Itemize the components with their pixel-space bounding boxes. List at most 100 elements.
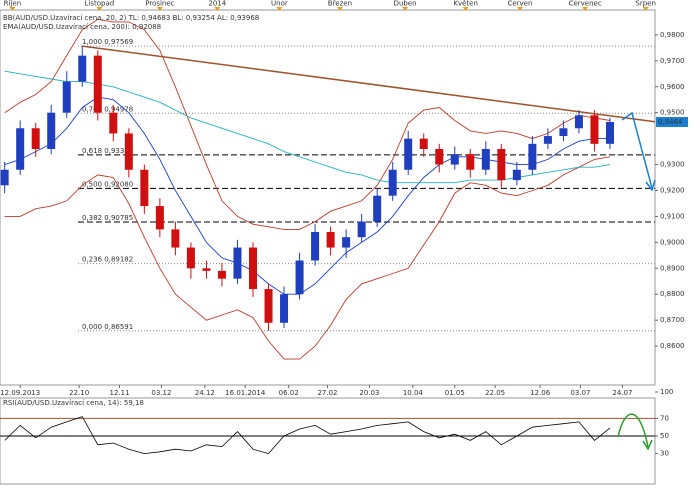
candle-body <box>404 138 413 170</box>
x-tick-label: 03.07 <box>570 389 590 397</box>
candle-body <box>264 289 273 323</box>
y-tick-label: 0,9600 <box>660 83 685 91</box>
y-tick-label: 0,9800 <box>660 31 685 39</box>
candle-body <box>481 149 490 170</box>
x-tick-label: 06.02 <box>279 389 299 397</box>
y-tick-label: 0,8900 <box>660 264 685 272</box>
x-tick-label: 16.01.2014 <box>225 389 266 397</box>
forecast-arrowhead <box>645 179 656 192</box>
candle-body <box>435 149 444 165</box>
legend-entry: EMA(AUD/USD.Uzavírací cena, 200): 0,9208… <box>3 23 161 31</box>
candle-body <box>280 294 289 323</box>
y-tick-label: 0,9100 <box>660 212 685 220</box>
indicator-line <box>4 156 611 360</box>
month-marker <box>516 7 523 11</box>
price-panel <box>0 9 656 386</box>
x-tick-label: 27.02 <box>317 389 337 397</box>
month-label: Únor <box>271 0 288 8</box>
month-label: Duben <box>394 0 417 8</box>
indicator-line <box>4 70 611 184</box>
fib-label: 1,000 0,97569 <box>82 38 133 46</box>
x-tick-label: 24.12 <box>195 389 215 397</box>
candle-body <box>559 128 568 137</box>
rsi-title: RSI(AUD/USD.Uzavírací cena, 14): 59,18 <box>3 399 144 407</box>
candle-body <box>543 136 552 144</box>
candle-body <box>171 229 180 248</box>
indicator-line <box>4 18 611 230</box>
month-marker <box>96 7 103 11</box>
month-label: Srpen <box>635 0 656 8</box>
candle-body <box>0 169 9 186</box>
x-tick-label: 20.03 <box>359 389 379 397</box>
candle-body <box>311 231 320 261</box>
x-tick-label: 01.05 <box>445 389 465 397</box>
x-tick-label: 22.05 <box>485 389 505 397</box>
rsi-forecast-arrowhead <box>642 439 653 451</box>
month-marker <box>276 7 283 11</box>
x-tick-label: 22.10 <box>69 389 89 397</box>
candle-body <box>16 128 25 170</box>
fib-label: 0,382 0,90785 <box>82 214 133 222</box>
rsi-line <box>4 416 611 455</box>
plot-layer: 0,9800 0,9700 0,9600 0,9500 0,9300 0,9200 0,91… <box>0 0 688 458</box>
candle-body <box>217 270 226 279</box>
month-label: Červen <box>507 0 532 8</box>
candle-body <box>124 133 133 170</box>
legend-entry: BB(AUD/USD.Uzavírací cena, 20, 2) TL: 0,… <box>3 14 259 22</box>
y-tick-label: 70 <box>660 414 669 422</box>
candle-body <box>590 115 599 144</box>
month-marker <box>336 7 343 11</box>
candle-body <box>233 247 242 279</box>
indicator-line <box>4 96 610 295</box>
candle-body <box>497 149 506 181</box>
candle-body <box>574 115 583 129</box>
candle-body <box>248 247 257 290</box>
fib-label: 0,000 0,86591 <box>82 323 133 331</box>
candle-body <box>342 237 351 248</box>
candle-body <box>140 169 149 207</box>
month-label: Červenec <box>569 0 602 8</box>
month-label: Prosinec <box>145 0 174 8</box>
x-tick-label: 12.06 <box>530 389 551 397</box>
candle-body <box>512 169 521 181</box>
candle-body <box>47 112 56 150</box>
candle-body <box>186 247 195 269</box>
candle-body <box>202 268 211 271</box>
x-tick-label: 12.09.2013 <box>0 389 40 397</box>
candle-body <box>155 206 164 230</box>
candle-body <box>419 138 428 150</box>
y-tick-label: 0,8600 <box>660 342 685 350</box>
candle-body <box>31 128 40 150</box>
x-tick-label: 12.11 <box>109 389 129 397</box>
month-label: Březen <box>328 0 352 8</box>
fib-label: 0,236 0,89182 <box>82 256 133 264</box>
month-label: Květen <box>453 0 478 8</box>
last-price-label: 0,9464 <box>658 118 683 126</box>
y-tick-label: 30 <box>660 450 669 458</box>
x-tick-label: 03.12 <box>151 389 171 397</box>
month-label: Říjen <box>4 0 22 8</box>
candle-body <box>295 260 304 295</box>
candle-body <box>78 55 87 82</box>
month-marker <box>156 7 163 11</box>
fib-label: 0,764 0,94978 <box>82 105 133 113</box>
month-marker <box>582 7 589 11</box>
y-tick-label: 0,8800 <box>660 290 685 298</box>
trendline <box>82 45 656 123</box>
x-tick-label: 24.07 <box>612 389 632 397</box>
y-tick-label: 100 <box>660 388 673 396</box>
month-marker <box>642 7 649 11</box>
candle-body <box>605 122 614 144</box>
candle-body <box>388 169 397 196</box>
y-tick-label: 50 <box>660 432 669 440</box>
last-price-box <box>656 117 688 128</box>
candle-body <box>373 195 382 222</box>
month-marker <box>9 7 16 11</box>
month-marker <box>402 7 409 11</box>
y-tick-label: 0,8700 <box>660 316 685 324</box>
month-label: 2014 <box>208 0 226 8</box>
candle-body <box>93 55 102 113</box>
y-tick-label: 0,9000 <box>660 238 685 246</box>
y-tick-label: 0,9300 <box>660 161 685 169</box>
